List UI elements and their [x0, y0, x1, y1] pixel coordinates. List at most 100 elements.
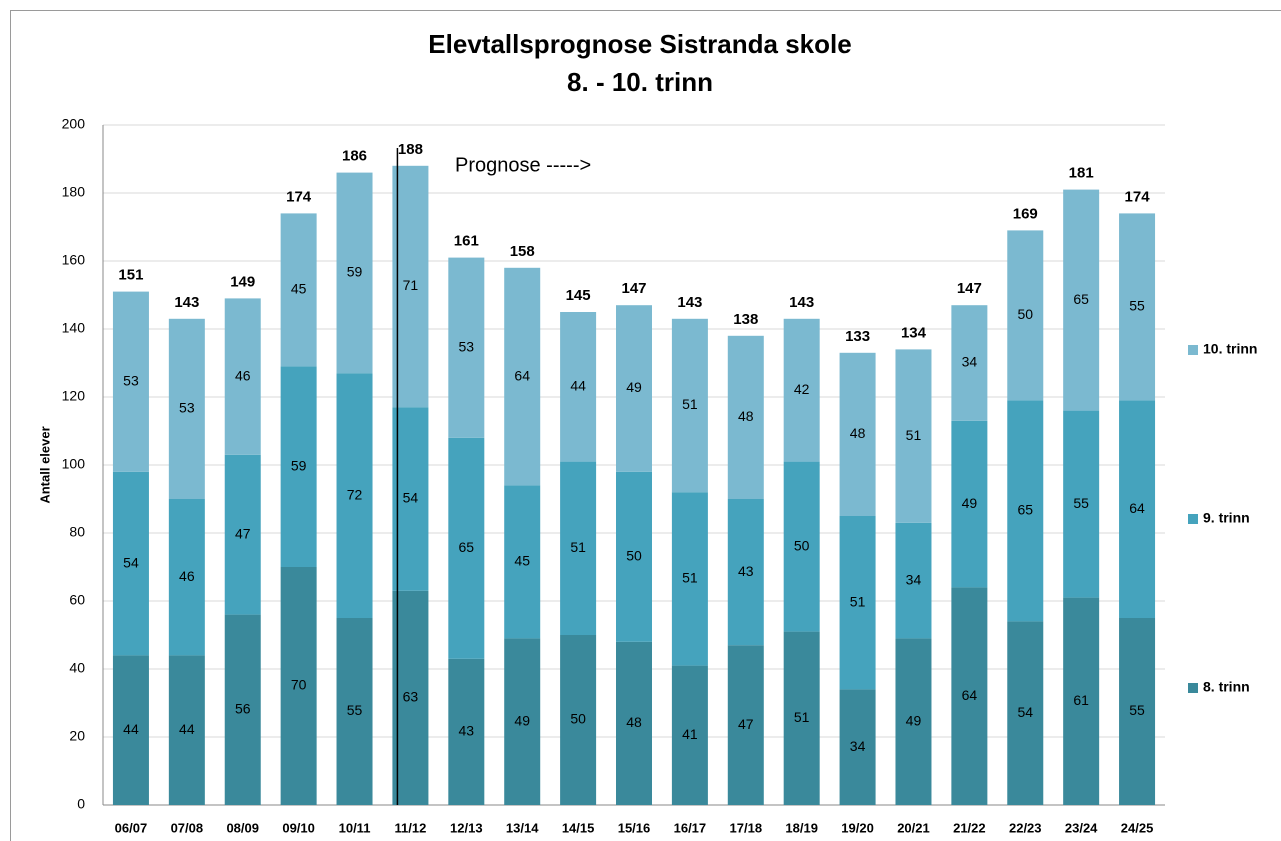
value-label: 53 — [123, 372, 139, 388]
bar-segment — [951, 420, 988, 588]
value-label: 53 — [179, 400, 195, 416]
x-tick-label: 17/18 — [730, 820, 763, 835]
bar-segment — [280, 567, 317, 805]
x-tick-label: 08/09 — [226, 820, 259, 835]
value-label: 59 — [347, 264, 363, 280]
bar-segment — [895, 638, 932, 805]
total-label: 158 — [510, 243, 535, 260]
bar-segment — [448, 437, 485, 659]
bar-segment — [168, 655, 205, 805]
value-label: 54 — [403, 490, 419, 506]
x-tick-label: 19/20 — [841, 820, 874, 835]
value-label: 44 — [179, 721, 195, 737]
x-tick-label: 13/14 — [506, 820, 539, 835]
bar-segment — [504, 485, 541, 639]
value-label: 50 — [570, 711, 586, 727]
bar-segment — [112, 291, 149, 472]
value-label: 51 — [682, 396, 698, 412]
bar-segment — [560, 461, 597, 635]
value-label: 51 — [794, 709, 810, 725]
value-label: 50 — [626, 548, 642, 564]
legend-swatch — [1188, 514, 1198, 524]
bar-segment — [671, 665, 708, 805]
total-label: 174 — [286, 188, 312, 205]
legend-label: 10. trinn — [1203, 341, 1257, 357]
value-label: 55 — [1129, 298, 1145, 314]
value-label: 34 — [850, 738, 866, 754]
total-label: 174 — [1125, 188, 1151, 205]
annotation: Prognose -----> — [455, 154, 591, 176]
bar-segment — [783, 631, 820, 805]
x-tick-label: 06/07 — [115, 820, 148, 835]
bar-segment — [1007, 621, 1044, 805]
value-label: 46 — [235, 367, 251, 383]
y-tick-label: 200 — [62, 116, 86, 132]
bar-segment — [1063, 597, 1100, 805]
bar-segment — [1119, 213, 1156, 401]
value-label: 54 — [1017, 704, 1033, 720]
value-label: 54 — [123, 554, 139, 570]
bar-segment — [336, 618, 373, 805]
bar-segment — [839, 516, 876, 690]
bar-segment — [727, 645, 764, 805]
value-label: 41 — [682, 726, 698, 742]
y-tick-label: 0 — [77, 796, 85, 812]
bar-segment — [671, 318, 708, 493]
value-label: 64 — [514, 367, 530, 383]
bar-segment — [783, 461, 820, 632]
bar-segment — [951, 587, 988, 805]
value-label: 34 — [906, 571, 922, 587]
bar-segment — [168, 499, 205, 656]
y-tick-label: 60 — [69, 592, 85, 608]
value-label: 51 — [682, 570, 698, 586]
x-tick-label: 07/08 — [171, 820, 204, 835]
value-label: 71 — [403, 277, 419, 293]
value-label: 44 — [570, 378, 586, 394]
value-label: 44 — [123, 721, 139, 737]
bar-segment — [280, 366, 317, 567]
bar-segment — [392, 165, 429, 408]
y-tick-label: 180 — [62, 184, 86, 200]
chart-frame — [10, 10, 1281, 841]
total-label: 149 — [230, 273, 255, 290]
value-label: 48 — [738, 408, 754, 424]
x-tick-label: 20/21 — [897, 820, 930, 835]
value-label: 45 — [291, 281, 307, 297]
bar-segment — [616, 641, 652, 805]
bar-segment — [839, 352, 876, 516]
bar-segment — [224, 614, 261, 805]
y-axis-label: Antall elever — [37, 426, 52, 503]
value-label: 48 — [850, 425, 866, 441]
total-label: 151 — [118, 267, 143, 284]
y-tick-label: 100 — [62, 456, 86, 472]
bar-segment — [336, 373, 373, 618]
value-label: 51 — [906, 427, 922, 443]
value-label: 49 — [514, 712, 530, 728]
total-label: 188 — [398, 141, 423, 158]
value-label: 65 — [1073, 291, 1089, 307]
bar-segment — [224, 454, 261, 615]
y-tick-label: 80 — [69, 524, 85, 540]
bar-segment — [336, 172, 373, 374]
value-label: 64 — [962, 687, 978, 703]
total-label: 181 — [1069, 165, 1094, 182]
value-label: 45 — [514, 553, 530, 569]
value-label: 47 — [738, 716, 754, 732]
y-tick-label: 120 — [62, 388, 86, 404]
total-label: 138 — [733, 311, 758, 328]
value-label: 56 — [235, 701, 251, 717]
value-label: 51 — [850, 593, 866, 609]
total-label: 147 — [621, 280, 646, 297]
total-label: 161 — [454, 233, 479, 250]
bar-segment — [616, 305, 652, 472]
bar-segment — [112, 655, 149, 805]
value-label: 43 — [738, 563, 754, 579]
bar-segment — [392, 407, 429, 591]
bar-segment — [1007, 230, 1044, 401]
value-label: 47 — [235, 525, 251, 541]
bar-segment — [783, 318, 820, 462]
x-tick-label: 11/12 — [395, 820, 427, 835]
bar-segment — [392, 590, 429, 805]
bar-segment — [727, 335, 764, 499]
